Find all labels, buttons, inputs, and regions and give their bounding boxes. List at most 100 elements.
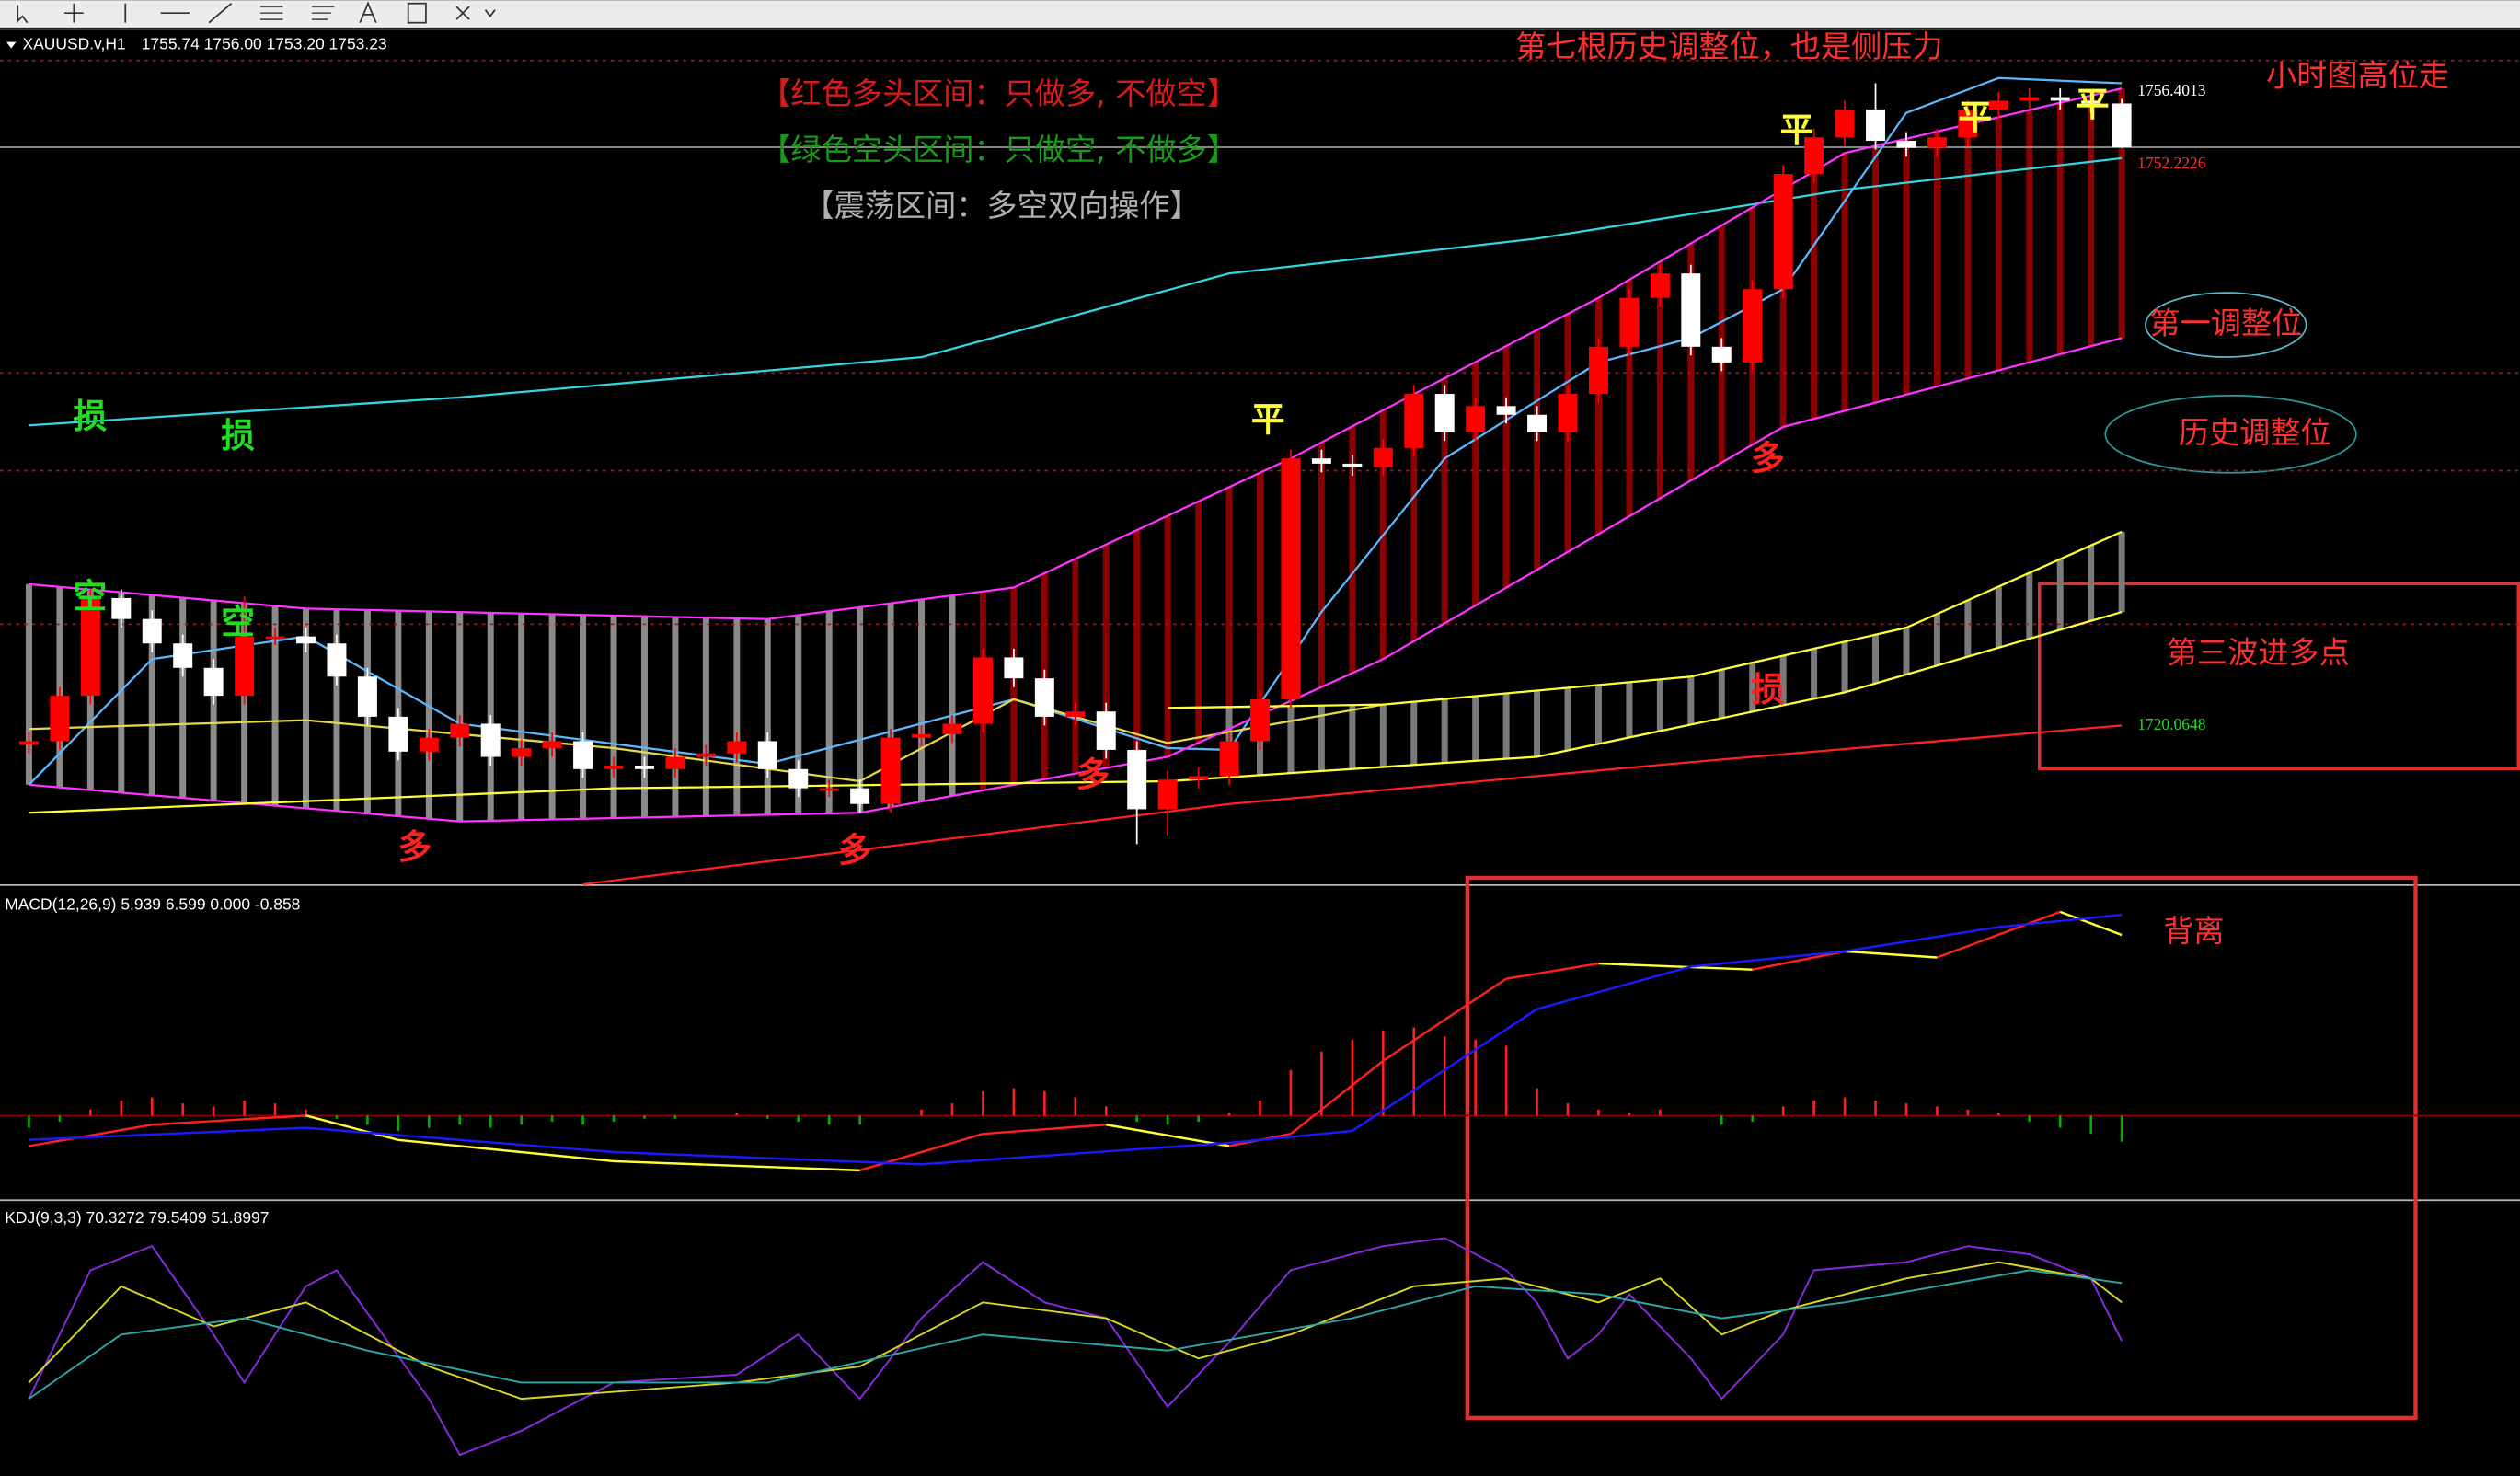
candle-layer <box>18 83 2132 845</box>
candle-body <box>1466 406 1486 432</box>
candle-body <box>1127 749 1147 810</box>
fibo-tool[interactable] <box>311 6 335 21</box>
candle-body <box>1281 458 1301 699</box>
candle-body <box>18 741 39 745</box>
signal-marker: 损 <box>221 416 255 455</box>
candle-body <box>727 741 747 754</box>
candle-body <box>573 741 593 769</box>
signal-marker: 损 <box>73 397 107 436</box>
candle-body <box>1804 137 1824 175</box>
signal-marker: 平 <box>1958 98 1992 137</box>
indicator-line <box>29 87 2123 620</box>
signal-marker: 损 <box>1751 670 1785 709</box>
indicator-line <box>29 156 2123 427</box>
signal-marker: 平 <box>1780 110 1814 150</box>
signal-marker: 多 <box>838 831 872 871</box>
annotation: 小时图高位走 <box>2266 58 2449 94</box>
macd-segment <box>1598 962 1753 971</box>
candle-body <box>850 788 870 804</box>
candle-body <box>696 753 716 757</box>
signal-marker: 多 <box>397 827 432 867</box>
annotation-ellipse <box>2145 292 2307 358</box>
trendline-tool[interactable] <box>208 3 233 24</box>
indicator-line <box>582 724 2123 886</box>
candle-body <box>173 643 193 668</box>
macd-segment <box>983 1124 1107 1136</box>
candle-body <box>235 636 255 697</box>
candle-body <box>1773 174 1793 290</box>
candle-body <box>1619 297 1640 347</box>
indicator-line <box>28 76 2123 786</box>
candle-body <box>1250 698 1270 742</box>
label-tool[interactable] <box>407 2 427 24</box>
candle-body <box>1496 406 1516 415</box>
candle-body <box>512 748 532 757</box>
macd-segment <box>1382 977 1507 1062</box>
candle-body <box>2019 97 2040 101</box>
candle-body <box>327 643 347 677</box>
macd-segment <box>859 1133 984 1172</box>
annotation: 【震荡区间：多空双向操作】 <box>803 188 1200 224</box>
indicator-line <box>29 337 2123 823</box>
macd-segment <box>305 1114 399 1141</box>
macd-segment <box>397 1138 615 1163</box>
candle-body <box>111 597 132 619</box>
signal-marker: 平 <box>1251 399 1285 439</box>
macd-segment <box>1844 950 1938 959</box>
candle-body <box>757 741 777 769</box>
macd-segment <box>1290 1059 1385 1136</box>
candle-body <box>1189 776 1209 780</box>
macd-segment <box>1505 962 1599 980</box>
quote: 1755.74 1756.00 1753.20 1753.23 <box>142 35 387 53</box>
candle-body <box>1988 100 2008 110</box>
text-tool[interactable] <box>359 1 377 24</box>
macd-segment <box>1752 950 1846 971</box>
signal-marker: 多 <box>1751 438 1785 478</box>
candle-body <box>1681 273 1701 347</box>
annotation: 第一调整位 <box>2149 306 2302 341</box>
symbol-arrow <box>6 41 17 49</box>
candle-body <box>1065 711 1086 717</box>
macd-segment <box>152 1114 306 1126</box>
candle-body <box>50 696 70 742</box>
candle-body <box>1004 657 1024 679</box>
price-label: 1752.2226 <box>2137 154 2205 172</box>
candle-body <box>1558 394 1578 432</box>
indicator-line <box>29 610 2123 814</box>
candle-body <box>1034 678 1054 717</box>
annotation-box <box>1465 875 2418 1421</box>
indicator-line <box>28 1237 2123 1457</box>
candle-body <box>296 636 316 644</box>
line-layer <box>0 59 2520 1457</box>
candle-body <box>912 733 932 738</box>
candle-body <box>1711 346 1732 363</box>
arrow-tool[interactable] <box>455 6 496 20</box>
signal-marker: 空 <box>221 602 255 641</box>
cursor-tool[interactable] <box>17 5 29 24</box>
candle-body <box>1743 289 1763 363</box>
signal-marker: 多 <box>1076 755 1110 794</box>
candle-body <box>450 723 470 738</box>
candle-body <box>2050 97 2070 101</box>
candle-body <box>203 667 224 697</box>
candle-body <box>604 765 624 769</box>
candle-body <box>942 723 962 734</box>
channel-tool[interactable] <box>259 6 283 21</box>
indicator-line <box>28 1261 2123 1401</box>
signal-marker: 空 <box>73 577 107 617</box>
annotation: 历史调整位 <box>2179 414 2331 450</box>
candle-body <box>1342 463 1363 467</box>
candle-body <box>419 737 439 752</box>
annotation: 第三波进多点 <box>2167 635 2350 671</box>
crosshair-tool[interactable] <box>63 3 84 23</box>
indicator-line <box>28 1269 2123 1400</box>
candle-body <box>1866 109 1886 142</box>
annotation-box <box>2037 582 2520 770</box>
candle-body <box>634 765 654 769</box>
candle-body <box>972 657 993 724</box>
candle-body <box>1096 711 1116 750</box>
candle-body <box>1404 394 1424 448</box>
candle-body <box>480 723 501 757</box>
candle-body <box>388 716 408 752</box>
